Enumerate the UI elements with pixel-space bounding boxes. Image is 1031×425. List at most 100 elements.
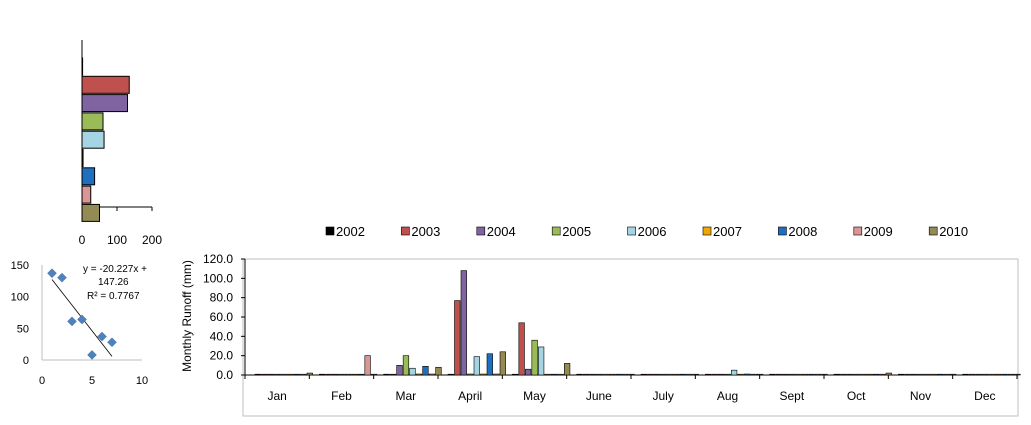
bar-2006-April <box>473 356 480 376</box>
bar-2005-July <box>660 373 667 376</box>
bar-2010-Sept <box>821 373 828 376</box>
bar-2009-Mar <box>428 373 436 376</box>
bar-2009-Nov <box>943 373 950 376</box>
bar-2006-Feb <box>345 373 352 376</box>
bar-2009-Jan <box>300 373 307 376</box>
legend-swatch-2006 <box>627 226 636 236</box>
monthly-x-tick-label: June <box>586 389 612 403</box>
hbar-x-tick-label: 100 <box>107 233 127 247</box>
bar-2008-Mar <box>422 365 429 376</box>
legend-label-2005: 2005 <box>562 224 591 239</box>
hbar-2006 <box>81 130 105 149</box>
bar-2009-Oct <box>879 373 886 376</box>
bar-2008-July <box>679 373 686 376</box>
bar-2002-July <box>640 373 647 376</box>
legend-swatch-2002 <box>325 226 335 236</box>
monthly-y-tick-label: 20.0 <box>210 349 234 363</box>
hbar-2010 <box>81 203 100 222</box>
bar-2004-Mar <box>396 365 403 376</box>
bar-2008-Feb <box>358 373 365 376</box>
bar-2002-Feb <box>319 373 326 376</box>
bar-2006-Nov <box>924 373 931 376</box>
hbar-2005 <box>81 112 104 131</box>
hbar-marks: 0 100 200 <box>79 57 162 247</box>
bar-2004-Sept <box>782 373 789 376</box>
scatter-point <box>97 331 107 342</box>
bar-2008-Sept <box>808 373 815 376</box>
bar-2004-April <box>460 270 467 376</box>
bar-2008-Nov <box>937 373 944 376</box>
monthly-y-tick-label: 80.0 <box>210 291 234 305</box>
scatter-x-tick-label: 5 <box>89 375 95 387</box>
bar-2005-Oct <box>853 373 860 376</box>
bar-2009-May <box>557 373 564 376</box>
bar-2003-Mar <box>389 373 397 376</box>
monthly-x-tick-label: April <box>458 389 482 403</box>
trendline-r-squared: R² = 0.7767 <box>87 291 140 302</box>
bar-2008-Dec <box>1001 373 1008 376</box>
bar-2002-Jan <box>254 373 261 376</box>
scatter-chart: 0 50 100 150 0 5 10 y = -20.227x + 147.26 R² =… <box>11 260 148 387</box>
bar-2005-Aug <box>724 373 731 376</box>
bar-2004-June <box>589 373 596 376</box>
bar-2009-Feb <box>364 355 371 376</box>
monthly-x-tick-label: Jan <box>267 389 286 403</box>
scatter-y-tick-label: 100 <box>11 292 29 304</box>
bar-2006-July <box>666 373 673 376</box>
bar-2003-Nov <box>904 373 911 376</box>
bar-2003-Jan <box>261 373 268 376</box>
bar-2010-Oct <box>885 372 892 376</box>
bar-2005-April <box>467 373 474 376</box>
bar-2004-Jan <box>267 373 274 376</box>
legend-swatch-2008 <box>778 226 787 236</box>
bar-2005-May <box>531 339 538 376</box>
bar-2008-Aug <box>744 373 751 376</box>
bar-2005-Jan <box>274 373 281 376</box>
bar-2009-Sept <box>814 373 822 376</box>
bar-2006-Dec <box>988 373 995 376</box>
bar-2002-May <box>512 373 519 376</box>
bar-2007-July <box>673 373 680 376</box>
bar-2008-June <box>615 373 622 376</box>
legend-label-2009: 2009 <box>864 224 893 239</box>
bar-2003-April <box>454 300 461 376</box>
bar-2002-Aug <box>705 373 712 376</box>
monthly-x-tick-label: July <box>652 389 673 403</box>
bar-2006-Oct <box>859 373 866 376</box>
legend-swatch-2004 <box>476 226 486 236</box>
scatter-point <box>67 316 77 327</box>
monthly-x-tick-label: May <box>523 389 546 403</box>
bar-2007-Mar <box>415 373 423 376</box>
bar-2005-Feb <box>338 373 345 376</box>
bar-2002-Oct <box>833 373 840 376</box>
bar-2007-Jan <box>287 373 294 376</box>
bar-2006-Aug <box>731 369 738 376</box>
trendline-equation-line2: 147.26 <box>98 277 129 288</box>
legend-swatch-2009 <box>853 226 863 236</box>
bar-2002-Sept <box>769 373 776 376</box>
legend-swatch-2005 <box>551 226 561 236</box>
bar-2006-Jan <box>280 373 287 376</box>
bar-2010-June <box>628 373 635 376</box>
bar-2007-June <box>608 373 616 376</box>
bar-2007-Nov <box>930 373 937 376</box>
bar-2006-Mar <box>409 367 416 376</box>
legend-label-2003: 2003 <box>411 224 440 239</box>
bar-2004-Oct <box>846 373 853 376</box>
legend-swatch-2003 <box>401 226 410 236</box>
bar-2010-April <box>499 351 506 376</box>
legend-label-2010: 2010 <box>939 224 968 239</box>
bar-2009-April <box>493 373 500 376</box>
scatter-marks: 0 50 100 150 0 5 10 <box>11 260 148 387</box>
scatter-point <box>47 268 57 279</box>
bar-2005-Nov <box>917 373 924 376</box>
bar-2007-Feb <box>351 373 358 376</box>
bar-2009-Aug <box>750 373 757 376</box>
legend-label-2006: 2006 <box>638 224 667 239</box>
bar-2008-Oct <box>872 373 879 376</box>
bar-2003-June <box>582 373 590 376</box>
bar-2004-Feb <box>332 373 339 376</box>
bar-2005-June <box>595 373 603 376</box>
scatter-point <box>77 314 87 325</box>
hbar-x-tick-label: 200 <box>142 233 162 247</box>
